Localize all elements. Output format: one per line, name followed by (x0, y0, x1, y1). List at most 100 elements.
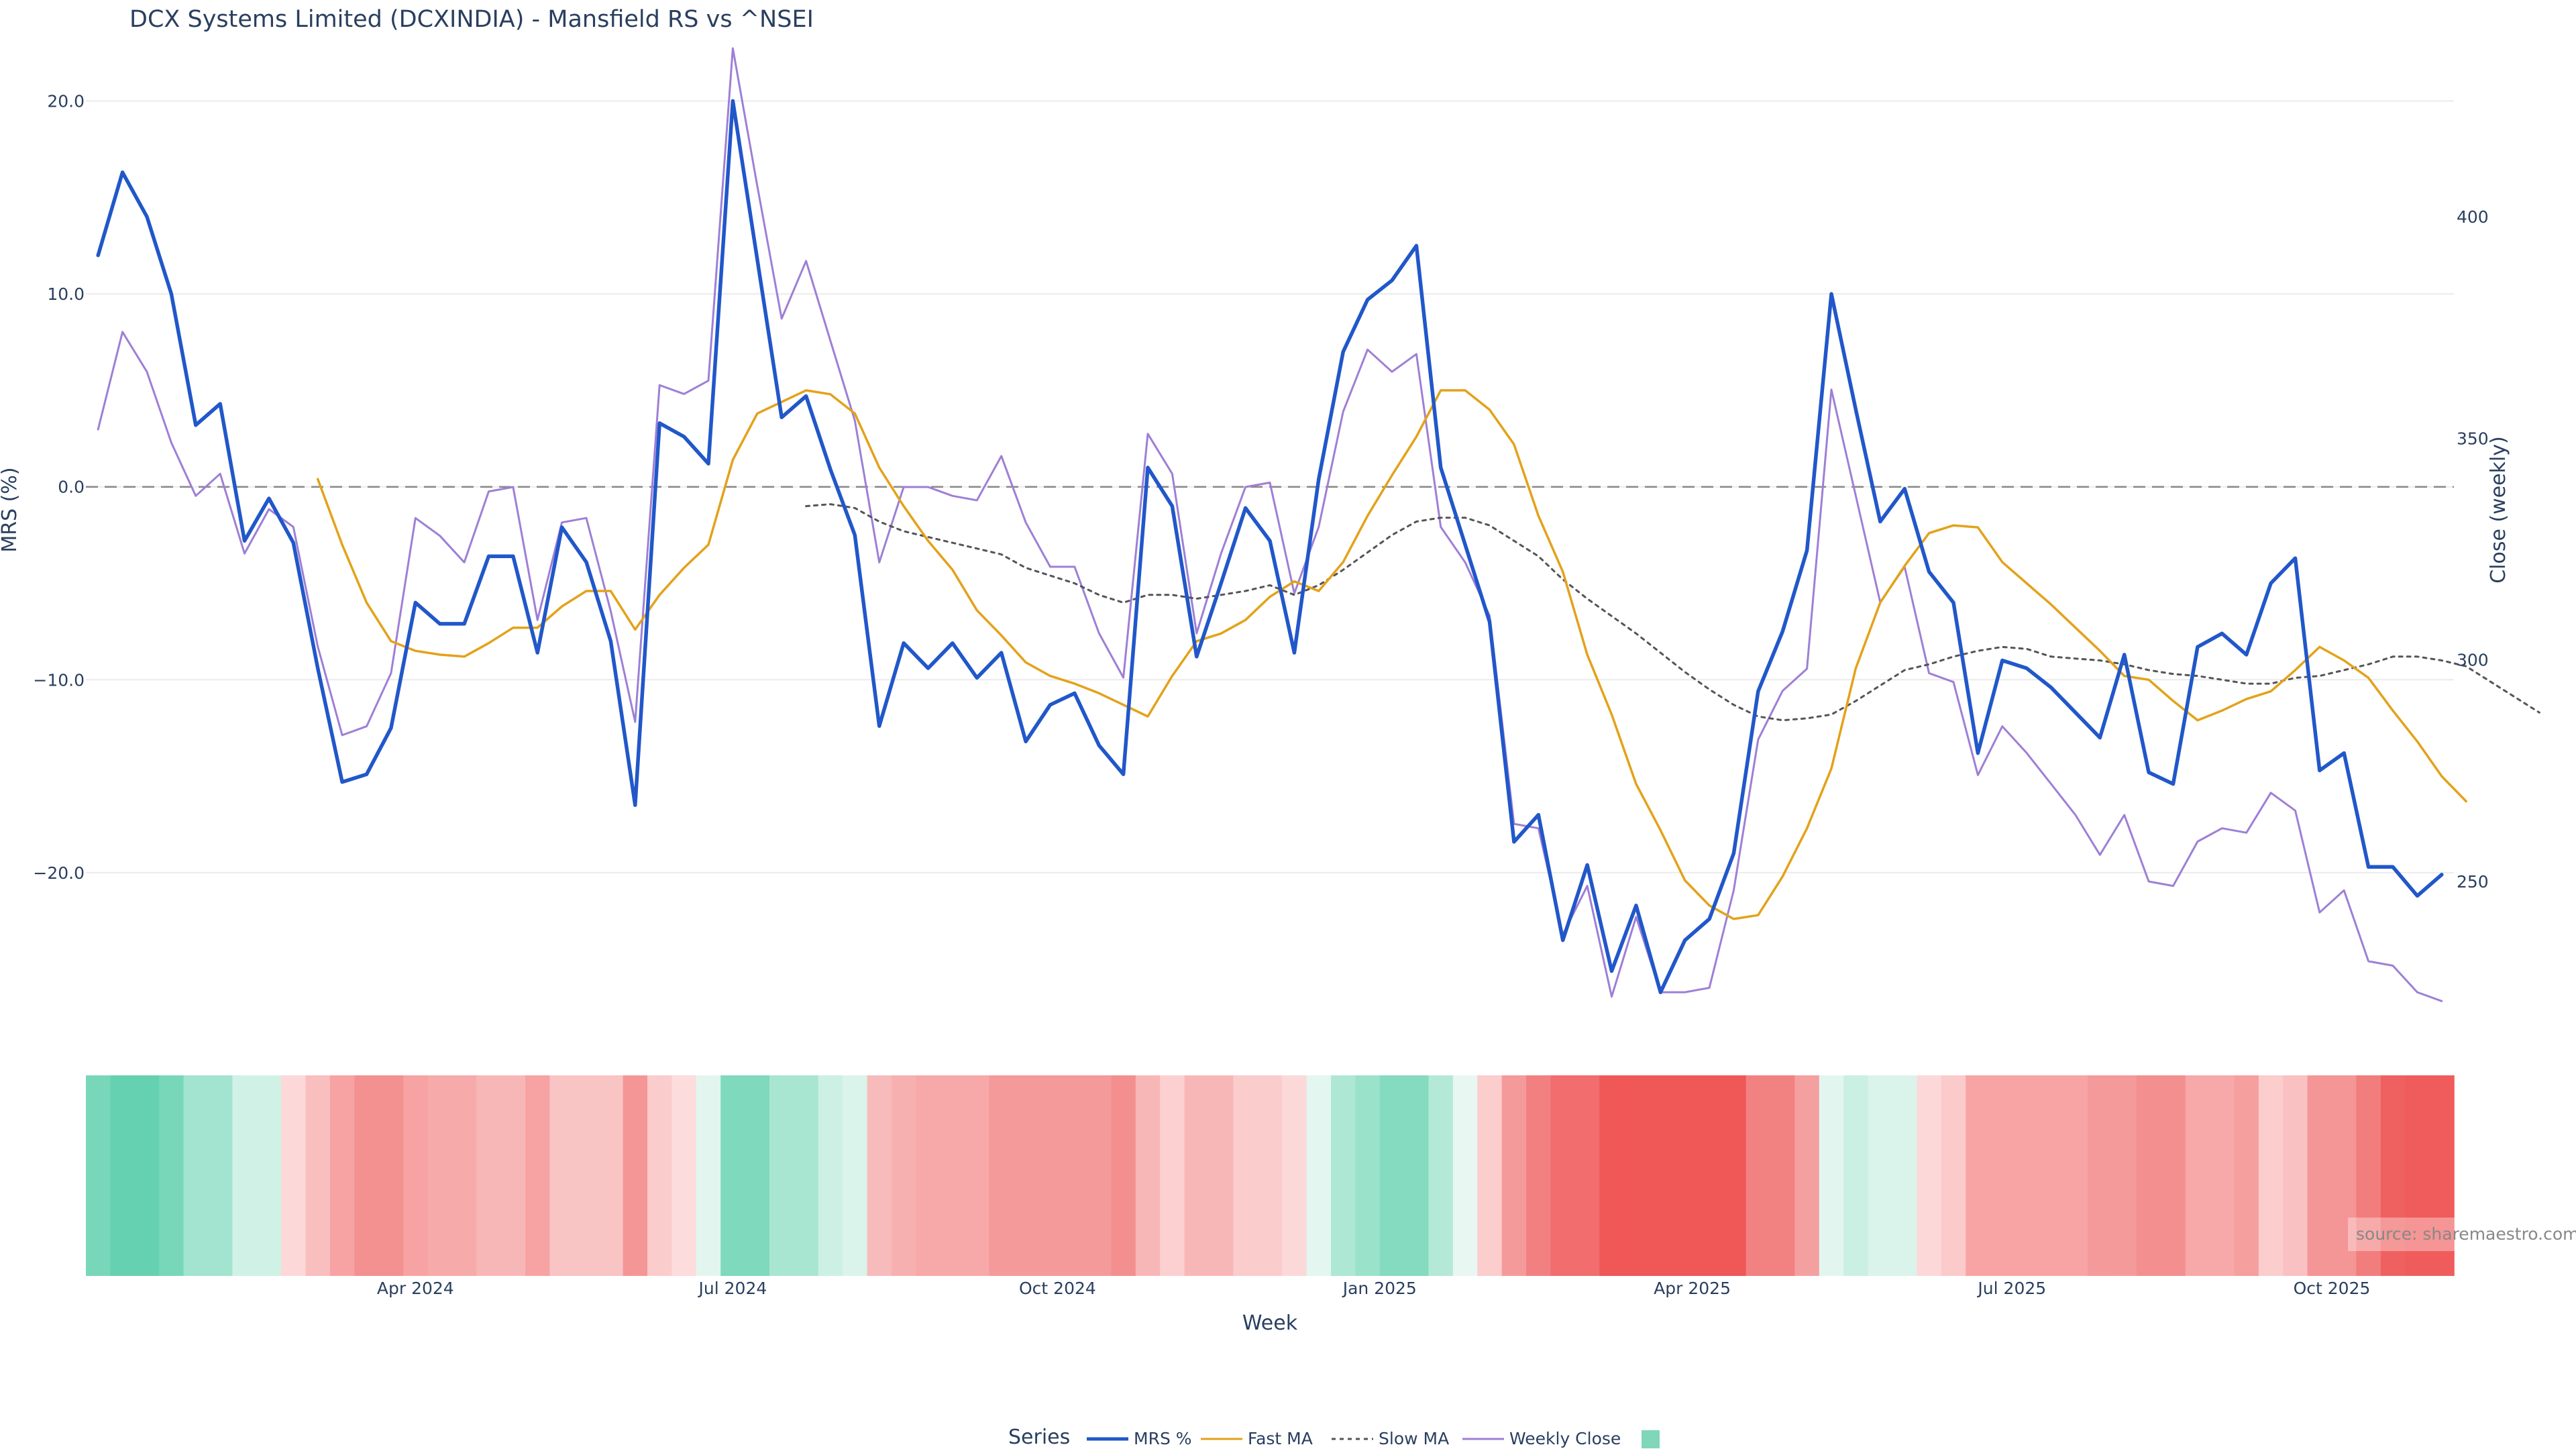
heatmap-cell (2161, 1075, 2186, 1276)
heatmap-cell (1184, 1075, 1210, 1276)
heatmap-cell (281, 1075, 307, 1276)
heatmap-cell (1428, 1075, 1454, 1276)
heatmap-cell (1550, 1075, 1576, 1276)
series-lines (96, 47, 2540, 1002)
legend-title: Series (1008, 1426, 1070, 1449)
legend-item-fast-ma[interactable]: Fast MA (1201, 1429, 1313, 1448)
heatmap-cell (329, 1075, 356, 1276)
heatmap-cell (2258, 1075, 2284, 1276)
series-line-slow-ma (805, 503, 2540, 722)
source-bg (2348, 1218, 2506, 1251)
y-axis-right: 250 300 350 400 (2457, 207, 2489, 892)
heatmap-cell (818, 1075, 843, 1276)
x-tick-label: Apr 2024 (377, 1279, 454, 1298)
y-tick-label: 0.0 (58, 478, 85, 497)
y2-tick-label: 250 (2457, 872, 2489, 892)
legend-item-weekly-close[interactable]: Weekly Close (1462, 1429, 1621, 1448)
heatmap-cell (1257, 1075, 1283, 1276)
heatmap-cell (1599, 1075, 1625, 1276)
heatmap-cell (378, 1075, 404, 1276)
heatmap-cell (1623, 1075, 1649, 1276)
heatmap-cell (86, 1075, 111, 1276)
legend-item-heatmap[interactable] (1642, 1430, 1660, 1448)
heatmap-cell (2307, 1075, 2332, 1276)
heatmap-cell (1672, 1075, 1698, 1276)
heatmap-cell (769, 1075, 795, 1276)
heatmap-cell (891, 1075, 917, 1276)
heatmap-cell (1843, 1075, 1869, 1276)
heatmap-cell (1966, 1075, 1991, 1276)
legend-swatch-heatmap (1642, 1430, 1660, 1448)
heatmap-cell (305, 1075, 331, 1276)
heatmap-cell (1917, 1075, 1942, 1276)
heatmap-cell (2234, 1075, 2259, 1276)
heatmap-cell (1990, 1075, 2015, 1276)
heatmap-cell (1038, 1075, 1063, 1276)
y2-tick-label: 400 (2457, 207, 2489, 227)
y-tick-label: −20.0 (33, 863, 85, 883)
heatmap-cell (574, 1075, 599, 1276)
heatmap-cell (2039, 1075, 2064, 1276)
heatmap-cell (916, 1075, 941, 1276)
legend[interactable]: Series MRS % Fast MA Slow MA Weekly Clos… (1008, 1426, 1660, 1449)
heatmap-cell (1306, 1075, 1332, 1276)
legend-label-fast-ma: Fast MA (1248, 1429, 1313, 1448)
series-line-fast-ma (316, 389, 2467, 920)
heatmap-cell (1209, 1075, 1234, 1276)
heatmap-cell (525, 1075, 551, 1276)
heatmap-cell (867, 1075, 892, 1276)
heatmap-cell (1233, 1075, 1258, 1276)
legend-item-mrs[interactable]: MRS % (1087, 1429, 1192, 1448)
x-tick-label: Apr 2025 (1654, 1279, 1731, 1298)
heatmap-cell (354, 1075, 380, 1276)
heatmap-cell (500, 1075, 526, 1276)
heatmap-cell (2210, 1075, 2235, 1276)
y2-tick-label: 350 (2457, 429, 2489, 448)
heatmap-cell (256, 1075, 282, 1276)
y-tick-label: 10.0 (47, 284, 85, 304)
source-credit: source: sharemaestro.com (2356, 1224, 2576, 1244)
y2-axis-title: Close (weekly) (2487, 436, 2510, 584)
heatmap-cell (159, 1075, 184, 1276)
legend-label-weekly-close: Weekly Close (1509, 1429, 1621, 1448)
heatmap-cell (2356, 1075, 2381, 1276)
heatmap-cell (1941, 1075, 1966, 1276)
heatmap-cell (232, 1075, 258, 1276)
heatmap-cell (843, 1075, 868, 1276)
y2-tick-label: 300 (2457, 651, 2489, 670)
legend-item-slow-ma[interactable]: Slow MA (1332, 1429, 1449, 1448)
heatmap-cell (2185, 1075, 2210, 1276)
x-tick-label: Jan 2025 (1342, 1279, 1417, 1298)
heatmap-cell (1526, 1075, 1552, 1276)
heatmap-cell (1160, 1075, 1185, 1276)
heatmap-cell (1574, 1075, 1601, 1276)
heatmap-cell (1501, 1075, 1527, 1276)
x-axis-title: Week (1242, 1311, 1298, 1335)
y-tick-label: −10.0 (33, 670, 85, 690)
heatmap-cell (427, 1075, 453, 1276)
series-line-mrs (96, 99, 2444, 994)
x-tick-label: Jul 2024 (698, 1279, 767, 1298)
heatmap-cell (1868, 1075, 1893, 1276)
heatmap-cell (672, 1075, 697, 1276)
heatmap-cell (403, 1075, 429, 1276)
heatmap-cell (1892, 1075, 1918, 1276)
legend-label-mrs: MRS % (1134, 1429, 1192, 1448)
heatmap-cell (2405, 1075, 2430, 1276)
heatmap-strip (86, 1075, 2455, 1276)
main-plot-area: 20.0 10.0 0.0 −10.0 −20.0 250 300 350 400 (33, 47, 2540, 1002)
heatmap-cell (1477, 1075, 1503, 1276)
heatmap-cell (2112, 1075, 2137, 1276)
heatmap-cell (1746, 1075, 1771, 1276)
x-tick-label: Jul 2025 (1976, 1279, 2046, 1298)
heatmap-cell (989, 1075, 1014, 1276)
heatmap-cell (2063, 1075, 2088, 1276)
heatmap-cell (720, 1075, 746, 1276)
heatmap-cell (745, 1075, 770, 1276)
y-axis-left: 20.0 10.0 0.0 −10.0 −20.0 (33, 92, 85, 883)
heatmap-cell (1452, 1075, 1479, 1276)
heatmap-cell (549, 1075, 575, 1276)
heatmap-cell (1379, 1075, 1405, 1276)
heatmap-cell (476, 1075, 502, 1276)
